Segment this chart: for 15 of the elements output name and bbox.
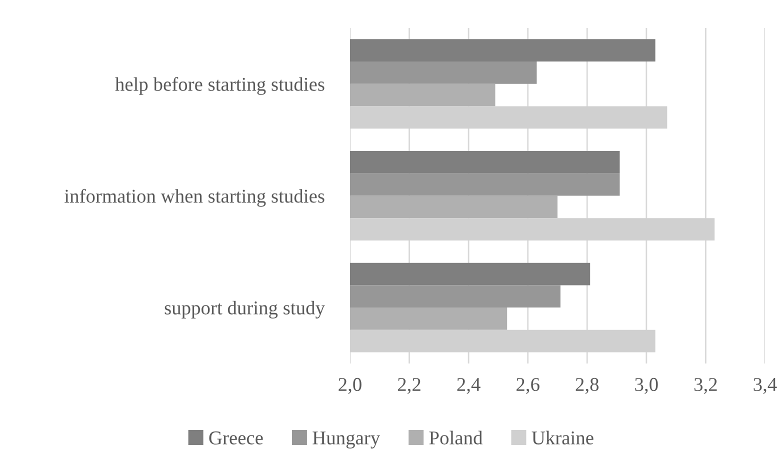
legend-label: Greece <box>209 431 263 444</box>
legend-label: Ukraine <box>532 430 594 444</box>
x-tick-label: 2,6 <box>516 378 540 394</box>
x-tick-label: 3,2 <box>694 378 717 394</box>
x-tick-label: 3,4 <box>754 378 777 394</box>
y-tick-label: help before starting studies <box>115 77 324 95</box>
x-tick-label: 2,4 <box>457 378 480 394</box>
x-tick-label: 3,0 <box>635 378 658 394</box>
y-tick-label: information when starting studies <box>64 188 324 207</box>
legend-label: Hungary <box>312 432 380 448</box>
x-tick-label: 2,0 <box>338 378 362 394</box>
x-tick-label: 2,2 <box>398 378 420 394</box>
legend-label: Poland <box>429 430 483 444</box>
x-tick-label: 2,8 <box>576 378 599 394</box>
y-tick-label: support during study <box>164 300 325 318</box>
